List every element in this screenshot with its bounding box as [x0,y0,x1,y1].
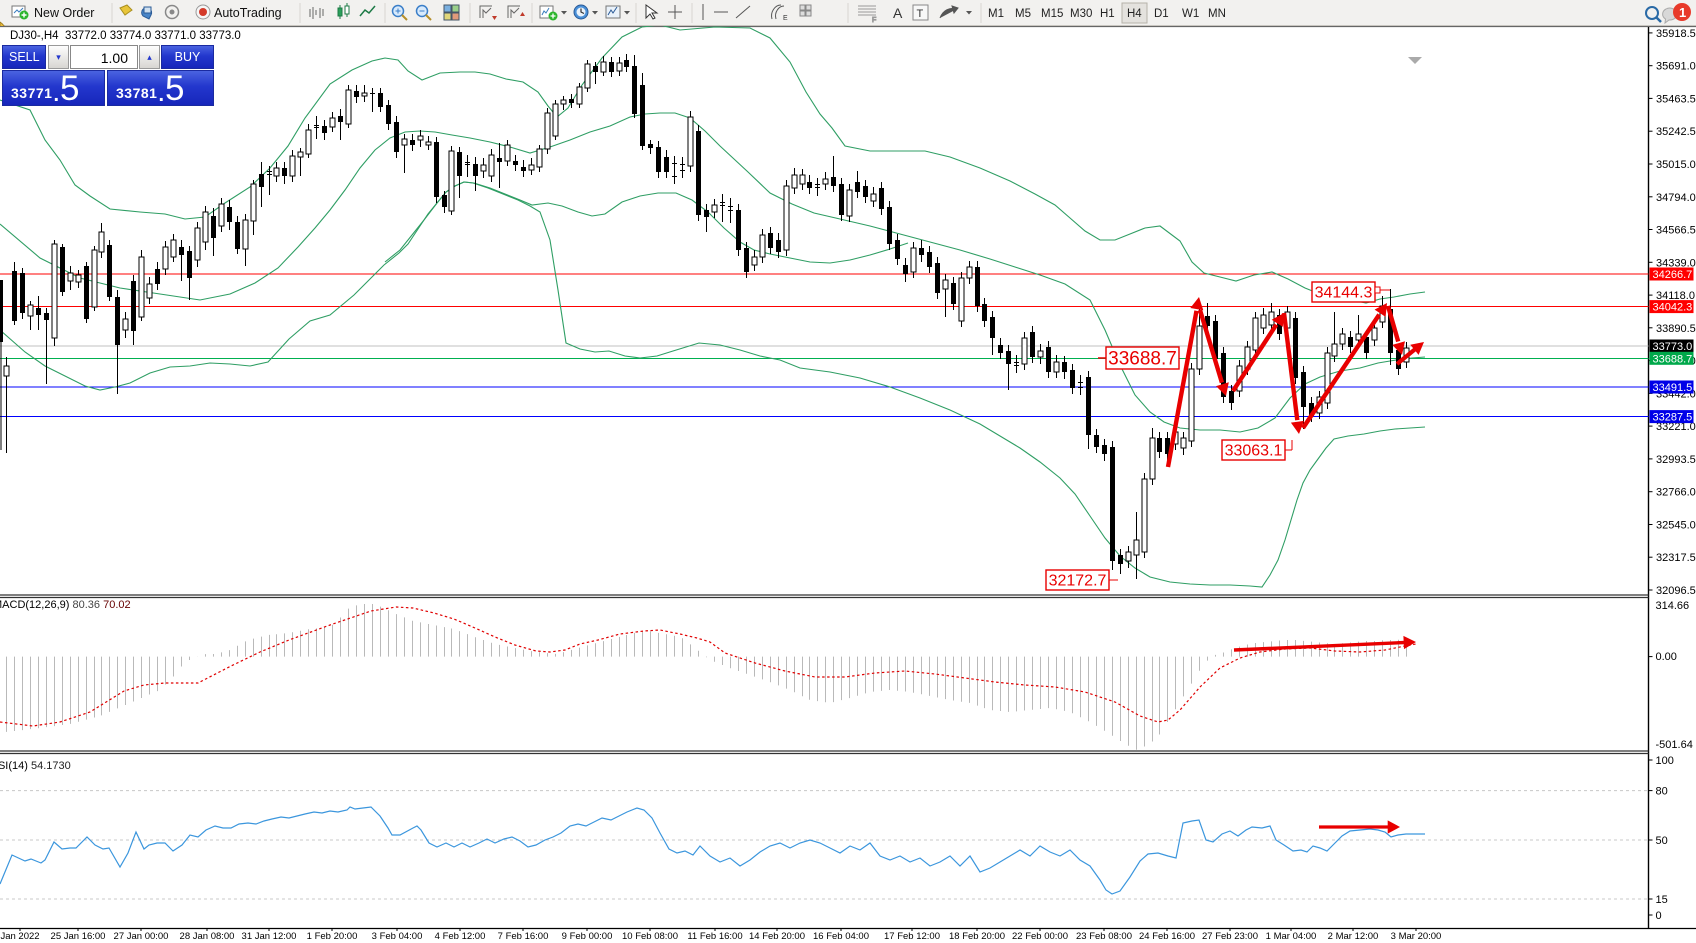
svg-text:2 Mar 12:00: 2 Mar 12:00 [1328,931,1379,942]
svg-text:34266.7: 34266.7 [1653,269,1693,281]
svg-text:-501.64: -501.64 [1656,739,1693,751]
svg-text:35242.5: 35242.5 [1656,126,1696,138]
svg-text:M15: M15 [1041,8,1063,20]
svg-text:3 Feb 04:00: 3 Feb 04:00 [372,931,423,942]
svg-text:35463.5: 35463.5 [1656,93,1696,105]
svg-text:25 Jan 16:00: 25 Jan 16:00 [51,931,106,942]
svg-text:34144.3: 34144.3 [1315,285,1373,302]
svg-text:50: 50 [1656,835,1668,847]
svg-text:D1: D1 [1154,8,1169,20]
svg-text:9 Feb 00:00: 9 Feb 00:00 [562,931,613,942]
svg-text:33287.5: 33287.5 [1653,412,1693,424]
svg-text:3 Mar 20:00: 3 Mar 20:00 [1391,931,1442,942]
svg-text:32172.7: 32172.7 [1049,573,1107,590]
svg-text:18 Feb 20:00: 18 Feb 20:00 [949,931,1005,942]
svg-text:AutoTrading: AutoTrading [214,6,282,20]
svg-text:M30: M30 [1070,8,1092,20]
svg-text:28 Jan 08:00: 28 Jan 08:00 [180,931,235,942]
svg-text:0.00: 0.00 [1656,651,1677,663]
svg-text:7 Feb 16:00: 7 Feb 16:00 [498,931,549,942]
svg-text:1: 1 [1679,5,1686,20]
svg-text:34118.0: 34118.0 [1656,290,1695,302]
svg-text:27 Jan 00:00: 27 Jan 00:00 [114,931,169,942]
svg-text:F: F [872,17,876,24]
svg-text:11 Feb 16:00: 11 Feb 16:00 [687,931,742,942]
svg-text:E: E [783,15,788,22]
svg-text:A: A [893,5,903,21]
svg-text:16 Feb 04:00: 16 Feb 04:00 [813,931,869,942]
svg-text:4 Feb 12:00: 4 Feb 12:00 [435,931,486,942]
svg-text:14 Feb 20:00: 14 Feb 20:00 [749,931,805,942]
svg-text:17 Feb 12:00: 17 Feb 12:00 [884,931,940,942]
svg-text:100: 100 [1656,755,1674,767]
svg-text:22 Feb 00:00: 22 Feb 00:00 [1012,931,1068,942]
svg-text:34042.3: 34042.3 [1653,302,1693,314]
svg-text:H4: H4 [1127,8,1142,20]
svg-text:33773.0: 33773.0 [1653,341,1693,353]
svg-text:MN: MN [1208,8,1226,20]
svg-text:1 Mar 04:00: 1 Mar 04:00 [1266,931,1317,942]
svg-text:M5: M5 [1015,8,1031,20]
svg-text:32317.5: 32317.5 [1656,552,1696,564]
svg-text:24 Feb 16:00: 24 Feb 16:00 [1139,931,1195,942]
svg-text:27 Feb 23:00: 27 Feb 23:00 [1202,931,1258,942]
svg-text:33890.5: 33890.5 [1656,323,1696,335]
svg-text:RSI(14) 54.1730: RSI(14) 54.1730 [0,760,71,772]
svg-text:34339.0: 34339.0 [1656,257,1696,269]
svg-text:33688.7: 33688.7 [1653,353,1693,365]
svg-text:MACD(12,26,9) 80.36 70.02: MACD(12,26,9) 80.36 70.02 [0,599,131,611]
svg-text:M1: M1 [988,8,1004,20]
svg-text:15: 15 [1656,894,1668,906]
svg-text:32096.5: 32096.5 [1656,585,1696,597]
svg-text:0: 0 [1656,910,1662,922]
svg-text:80: 80 [1656,786,1668,798]
svg-text:33688.7: 33688.7 [1108,349,1177,370]
svg-text:33221.0: 33221.0 [1656,421,1696,433]
svg-text:34794.0: 34794.0 [1656,192,1696,204]
svg-text:T: T [917,8,924,20]
svg-text:10 Feb 08:00: 10 Feb 08:00 [622,931,678,942]
svg-text:34566.5: 34566.5 [1656,225,1696,237]
svg-text:32766.0: 32766.0 [1656,487,1696,499]
svg-text:35918.5: 35918.5 [1656,28,1696,40]
svg-text:23 Feb 08:00: 23 Feb 08:00 [1076,931,1132,942]
svg-text:H1: H1 [1100,8,1115,20]
svg-text:1 Feb 20:00: 1 Feb 20:00 [307,931,358,942]
svg-text:32545.0: 32545.0 [1656,520,1696,532]
svg-text:33063.1: 33063.1 [1225,443,1283,460]
svg-text:314.66: 314.66 [1656,600,1690,612]
svg-text:35691.0: 35691.0 [1656,61,1696,73]
svg-text:35015.0: 35015.0 [1656,159,1696,171]
svg-text:31 Jan 12:00: 31 Jan 12:00 [242,931,297,942]
svg-text:New Order: New Order [34,6,94,20]
svg-text:33491.5: 33491.5 [1653,382,1693,394]
svg-text:Jan 2022: Jan 2022 [0,931,39,942]
svg-text:32993.5: 32993.5 [1656,454,1696,466]
svg-text:W1: W1 [1182,8,1199,20]
